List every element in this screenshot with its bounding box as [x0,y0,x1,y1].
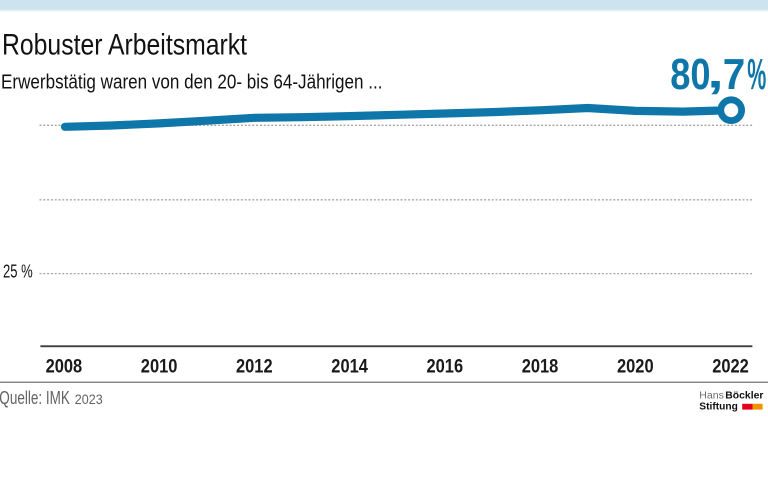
svg-text:2018: 2018 [522,356,559,378]
svg-text:2012: 2012 [236,356,273,378]
svg-text:%: % [747,51,766,99]
svg-text:Quelle: IMK: Quelle: IMK [0,387,70,408]
svg-text:2020: 2020 [617,356,654,378]
svg-text:2014: 2014 [331,356,368,378]
svg-text:Hans: Hans [699,391,724,402]
svg-text:2016: 2016 [427,356,464,378]
svg-text:2022: 2022 [712,356,749,378]
svg-text:,: , [707,50,724,98]
svg-text:2023: 2023 [75,391,103,407]
svg-text:2010: 2010 [141,356,178,378]
svg-text:80: 80 [670,51,710,99]
svg-text:Böckler: Böckler [725,391,763,402]
svg-text:Stiftung: Stiftung [699,402,738,413]
svg-text:Erwerbstätig waren von den 20-: Erwerbstätig waren von den 20- bis 64-Jä… [1,72,383,94]
svg-text:7: 7 [723,51,746,99]
svg-text:2008: 2008 [46,356,83,378]
svg-text:Robuster Arbeitsmarkt: Robuster Arbeitsmarkt [2,29,247,62]
svg-text:25 %: 25 % [3,262,33,282]
